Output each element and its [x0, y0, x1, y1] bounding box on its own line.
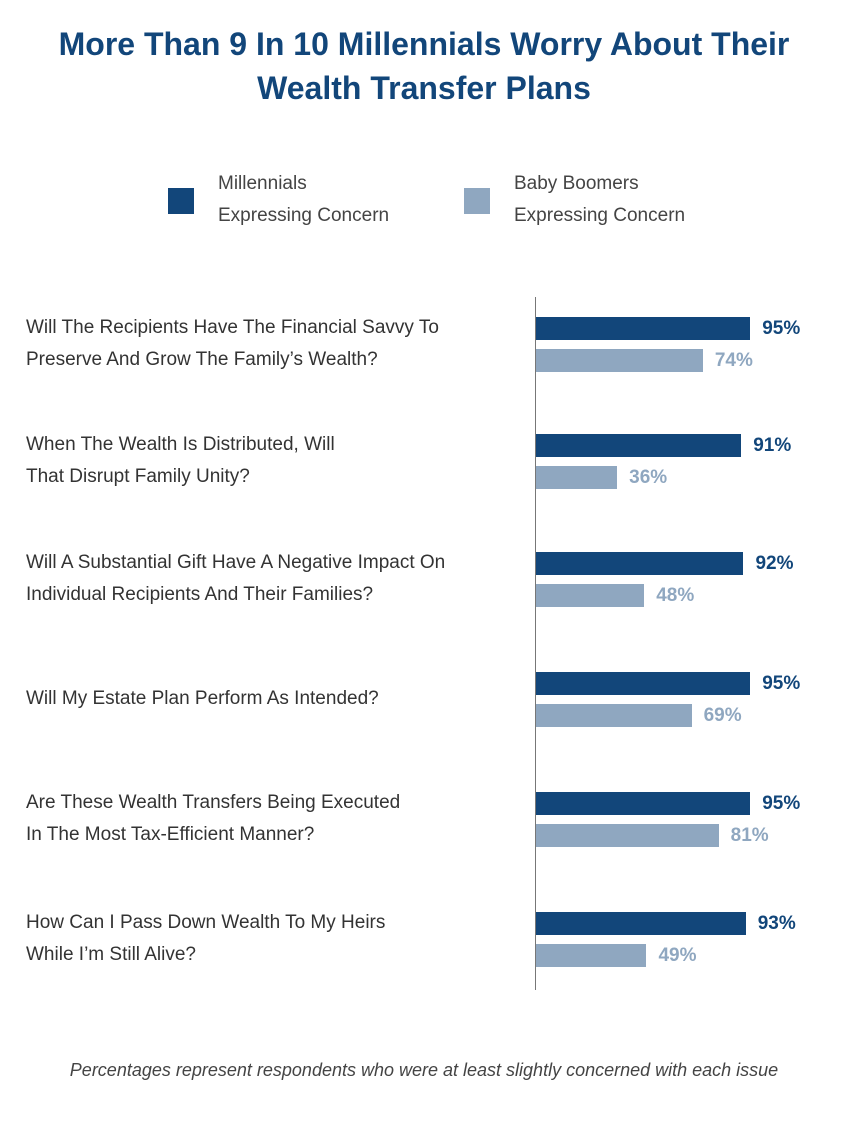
category-label-line: How Can I Pass Down Wealth To My Heirs — [26, 912, 386, 933]
legend-label-baby-boomers: Baby Boomers Expressing Concern — [514, 168, 685, 232]
bar-value-label-baby-boomers: 49% — [658, 945, 697, 966]
legend-label-millennials: Millennials Expressing Concern — [218, 168, 389, 232]
bar-baby-boomers — [536, 584, 645, 607]
chart-title-line-2: Wealth Transfer Plans — [257, 70, 591, 106]
category-label-line: When The Wealth Is Distributed, Will — [26, 434, 335, 455]
category-label-line: Are These Wealth Transfers Being Execute… — [26, 792, 401, 813]
legend-swatch-baby-boomers — [464, 188, 490, 214]
bar-value-label-baby-boomers: 36% — [629, 467, 668, 488]
bar-millennials — [536, 317, 751, 340]
bar-millennials — [536, 434, 742, 457]
bar-value-label-baby-boomers: 81% — [730, 825, 769, 846]
bar-baby-boomers — [536, 466, 618, 489]
category-label: Will A Substantial Gift Have A Negative … — [26, 547, 506, 611]
bar-value-label-millennials: 95% — [762, 318, 801, 339]
bar-baby-boomers — [536, 704, 692, 727]
legend-label-millennials-line-1: Millennials — [218, 173, 307, 194]
category-label-line: In The Most Tax-Efficient Manner? — [26, 824, 315, 845]
bar-millennials — [536, 672, 751, 695]
category-label-line: Preserve And Grow The Family’s Wealth? — [26, 349, 378, 370]
bar-millennials — [536, 912, 746, 935]
bar-millennials — [536, 792, 751, 815]
bar-baby-boomers — [536, 944, 647, 967]
category-label-line: That Disrupt Family Unity? — [26, 466, 250, 487]
category-label-line: Individual Recipients And Their Families… — [26, 584, 374, 605]
category-label-line: Will My Estate Plan Perform As Intended? — [26, 688, 379, 709]
chart-title: More Than 9 In 10 Millennials Worry Abou… — [0, 22, 848, 110]
bar-value-label-baby-boomers: 74% — [714, 350, 753, 371]
category-label-line: Will The Recipients Have The Financial S… — [26, 317, 439, 338]
bar-value-label-baby-boomers: 69% — [703, 705, 742, 726]
category-label-line: While I’m Still Alive? — [26, 944, 196, 965]
category-label-line: Will A Substantial Gift Have A Negative … — [26, 552, 446, 573]
chart-axis-line — [535, 297, 536, 990]
bar-value-label-millennials: 95% — [762, 793, 801, 814]
legend-label-millennials-line-2: Expressing Concern — [218, 205, 390, 226]
category-label: Will My Estate Plan Perform As Intended? — [26, 683, 506, 715]
legend-label-baby-boomers-line-1: Baby Boomers — [514, 173, 639, 194]
bar-value-label-millennials: 95% — [762, 673, 801, 694]
bar-baby-boomers — [536, 349, 703, 372]
category-label: When The Wealth Is Distributed, Will That… — [26, 429, 506, 493]
chart-footnote: Percentages represent respondents who we… — [69, 1060, 779, 1080]
legend-label-baby-boomers-line-2: Expressing Concern — [514, 205, 686, 226]
category-label: Are These Wealth Transfers Being Execute… — [26, 787, 506, 851]
legend-swatch-millennials — [168, 188, 194, 214]
category-label: How Can I Pass Down Wealth To My Heirs Wh… — [26, 907, 506, 971]
bar-value-label-millennials: 92% — [755, 553, 794, 574]
category-label: Will The Recipients Have The Financial S… — [26, 312, 506, 376]
bar-value-label-millennials: 93% — [757, 913, 796, 934]
chart-title-line-1: More Than 9 In 10 Millennials Worry Abou… — [58, 26, 790, 62]
bar-value-label-baby-boomers: 48% — [656, 585, 695, 606]
bar-baby-boomers — [536, 824, 719, 847]
bar-value-label-millennials: 91% — [753, 435, 792, 456]
bar-millennials — [536, 552, 744, 575]
